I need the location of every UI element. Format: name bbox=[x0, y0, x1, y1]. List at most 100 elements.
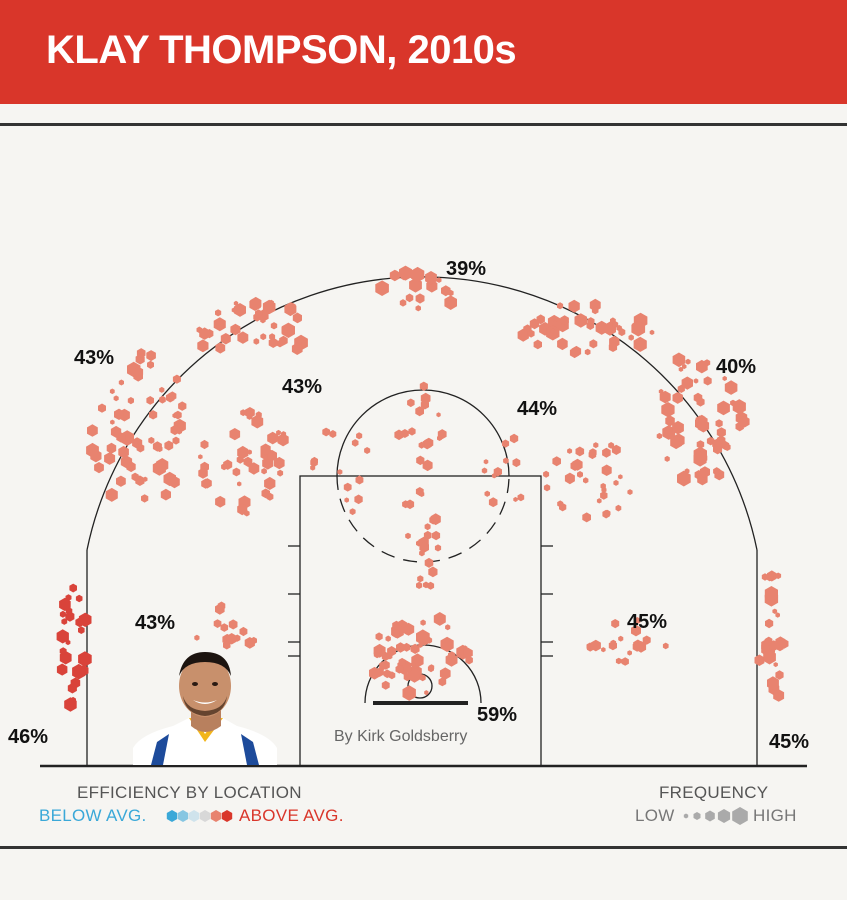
shot-hex bbox=[277, 469, 284, 477]
shot-hex bbox=[424, 523, 431, 531]
shot-hex bbox=[260, 443, 271, 456]
shot-hex bbox=[260, 317, 266, 324]
shot-hex bbox=[292, 312, 302, 324]
shot-hex bbox=[410, 661, 416, 668]
zone-label-left-wing-three: 43% bbox=[74, 347, 115, 369]
shot-hex bbox=[484, 490, 490, 497]
frequency-legend-hex bbox=[705, 810, 715, 822]
shot-hex bbox=[291, 342, 303, 355]
shot-hex bbox=[220, 333, 231, 345]
shot-hex bbox=[550, 328, 556, 334]
shot-hex bbox=[509, 433, 519, 444]
shot-hex bbox=[385, 635, 391, 642]
zone-label-left-baseline-mid: 43% bbox=[135, 612, 176, 634]
shot-hex bbox=[572, 458, 583, 471]
shot-hex bbox=[661, 402, 675, 418]
shot-hex bbox=[109, 388, 115, 395]
shot-hex bbox=[264, 476, 276, 490]
shot-hex bbox=[80, 668, 88, 676]
shot-hex bbox=[698, 414, 706, 424]
zone-label-right-baseline-mid: 45% bbox=[627, 611, 668, 633]
shot-hex bbox=[416, 581, 423, 589]
shot-hex bbox=[465, 655, 473, 665]
shot-hex bbox=[127, 397, 134, 405]
zone-label-left-corner-three: 46% bbox=[8, 726, 49, 748]
title-banner: KLAY THOMPSON, 2010s bbox=[0, 0, 847, 104]
shot-hex bbox=[419, 550, 425, 557]
below-average-label: BELOW AVG. bbox=[39, 806, 147, 825]
shot-hex bbox=[773, 689, 785, 702]
shot-hex bbox=[136, 443, 145, 453]
shot-hex bbox=[722, 375, 727, 381]
shot-hex bbox=[766, 573, 774, 582]
shot-hex bbox=[410, 266, 425, 283]
shot-hex bbox=[664, 455, 670, 462]
shot-hex bbox=[197, 339, 209, 353]
shot-hex bbox=[583, 477, 589, 484]
shot-hex bbox=[375, 632, 383, 641]
zone-label-right-wing-three: 40% bbox=[716, 356, 757, 378]
shot-hex bbox=[176, 428, 182, 435]
shot-hex bbox=[356, 432, 363, 440]
shot-hex bbox=[697, 419, 710, 433]
shot-hex bbox=[163, 471, 176, 487]
shot-hex bbox=[633, 336, 647, 352]
shot-hex bbox=[608, 342, 618, 352]
shot-hex bbox=[424, 557, 434, 568]
shot-hex bbox=[590, 639, 601, 652]
shot-hex bbox=[724, 380, 738, 395]
shot-hex bbox=[419, 491, 425, 497]
shot-hex bbox=[194, 634, 200, 641]
shot-hex bbox=[237, 445, 249, 459]
shot-hex bbox=[642, 635, 651, 645]
shot-hex bbox=[394, 429, 404, 441]
shot-hex bbox=[56, 663, 68, 676]
shot-hex bbox=[767, 676, 779, 690]
shot-hex bbox=[552, 456, 561, 467]
zone-label-top-arc: 39% bbox=[446, 258, 487, 280]
shot-hex bbox=[281, 431, 287, 437]
shot-hex bbox=[391, 629, 400, 638]
shot-hex bbox=[369, 666, 380, 680]
shot-hex bbox=[488, 497, 498, 508]
frequency-legend-hex bbox=[717, 809, 731, 823]
shot-hex bbox=[247, 449, 252, 455]
shot-hex bbox=[267, 431, 279, 445]
shot-hex bbox=[527, 329, 535, 338]
shot-hex bbox=[239, 626, 248, 637]
shot-hex bbox=[448, 651, 456, 660]
shot-hex bbox=[595, 320, 608, 335]
shot-hex bbox=[281, 322, 295, 338]
shot-hex bbox=[407, 398, 415, 408]
shot-hex bbox=[627, 650, 632, 656]
shot-hex bbox=[172, 436, 180, 445]
shot-hex bbox=[234, 327, 240, 334]
shot-hex bbox=[600, 491, 608, 500]
shot-hex bbox=[615, 657, 622, 665]
efficiency-legend-hex bbox=[177, 810, 189, 822]
shot-hex bbox=[517, 328, 529, 342]
shot-hex bbox=[59, 597, 71, 612]
shot-hex bbox=[322, 427, 330, 437]
shot-hex bbox=[696, 359, 708, 374]
shot-hex bbox=[105, 487, 118, 502]
shot-hex bbox=[699, 466, 710, 478]
shot-hex bbox=[403, 626, 411, 635]
shot-hex bbox=[133, 366, 144, 378]
shot-hex bbox=[213, 317, 226, 332]
shot-hex bbox=[110, 419, 115, 425]
shot-hex bbox=[148, 436, 155, 444]
shot-hex bbox=[106, 442, 117, 454]
shot-hex bbox=[276, 429, 281, 436]
shot-hex bbox=[415, 305, 421, 312]
shot-hex bbox=[146, 396, 154, 405]
shot-hex bbox=[168, 391, 177, 401]
shot-hex bbox=[232, 467, 241, 477]
shot-hex bbox=[631, 320, 646, 337]
shot-hex bbox=[156, 445, 163, 453]
shot-hex bbox=[279, 335, 288, 346]
shot-hex bbox=[70, 677, 81, 689]
shot-hex bbox=[447, 289, 454, 297]
shot-hex bbox=[765, 618, 774, 629]
shot-hex bbox=[199, 327, 210, 340]
